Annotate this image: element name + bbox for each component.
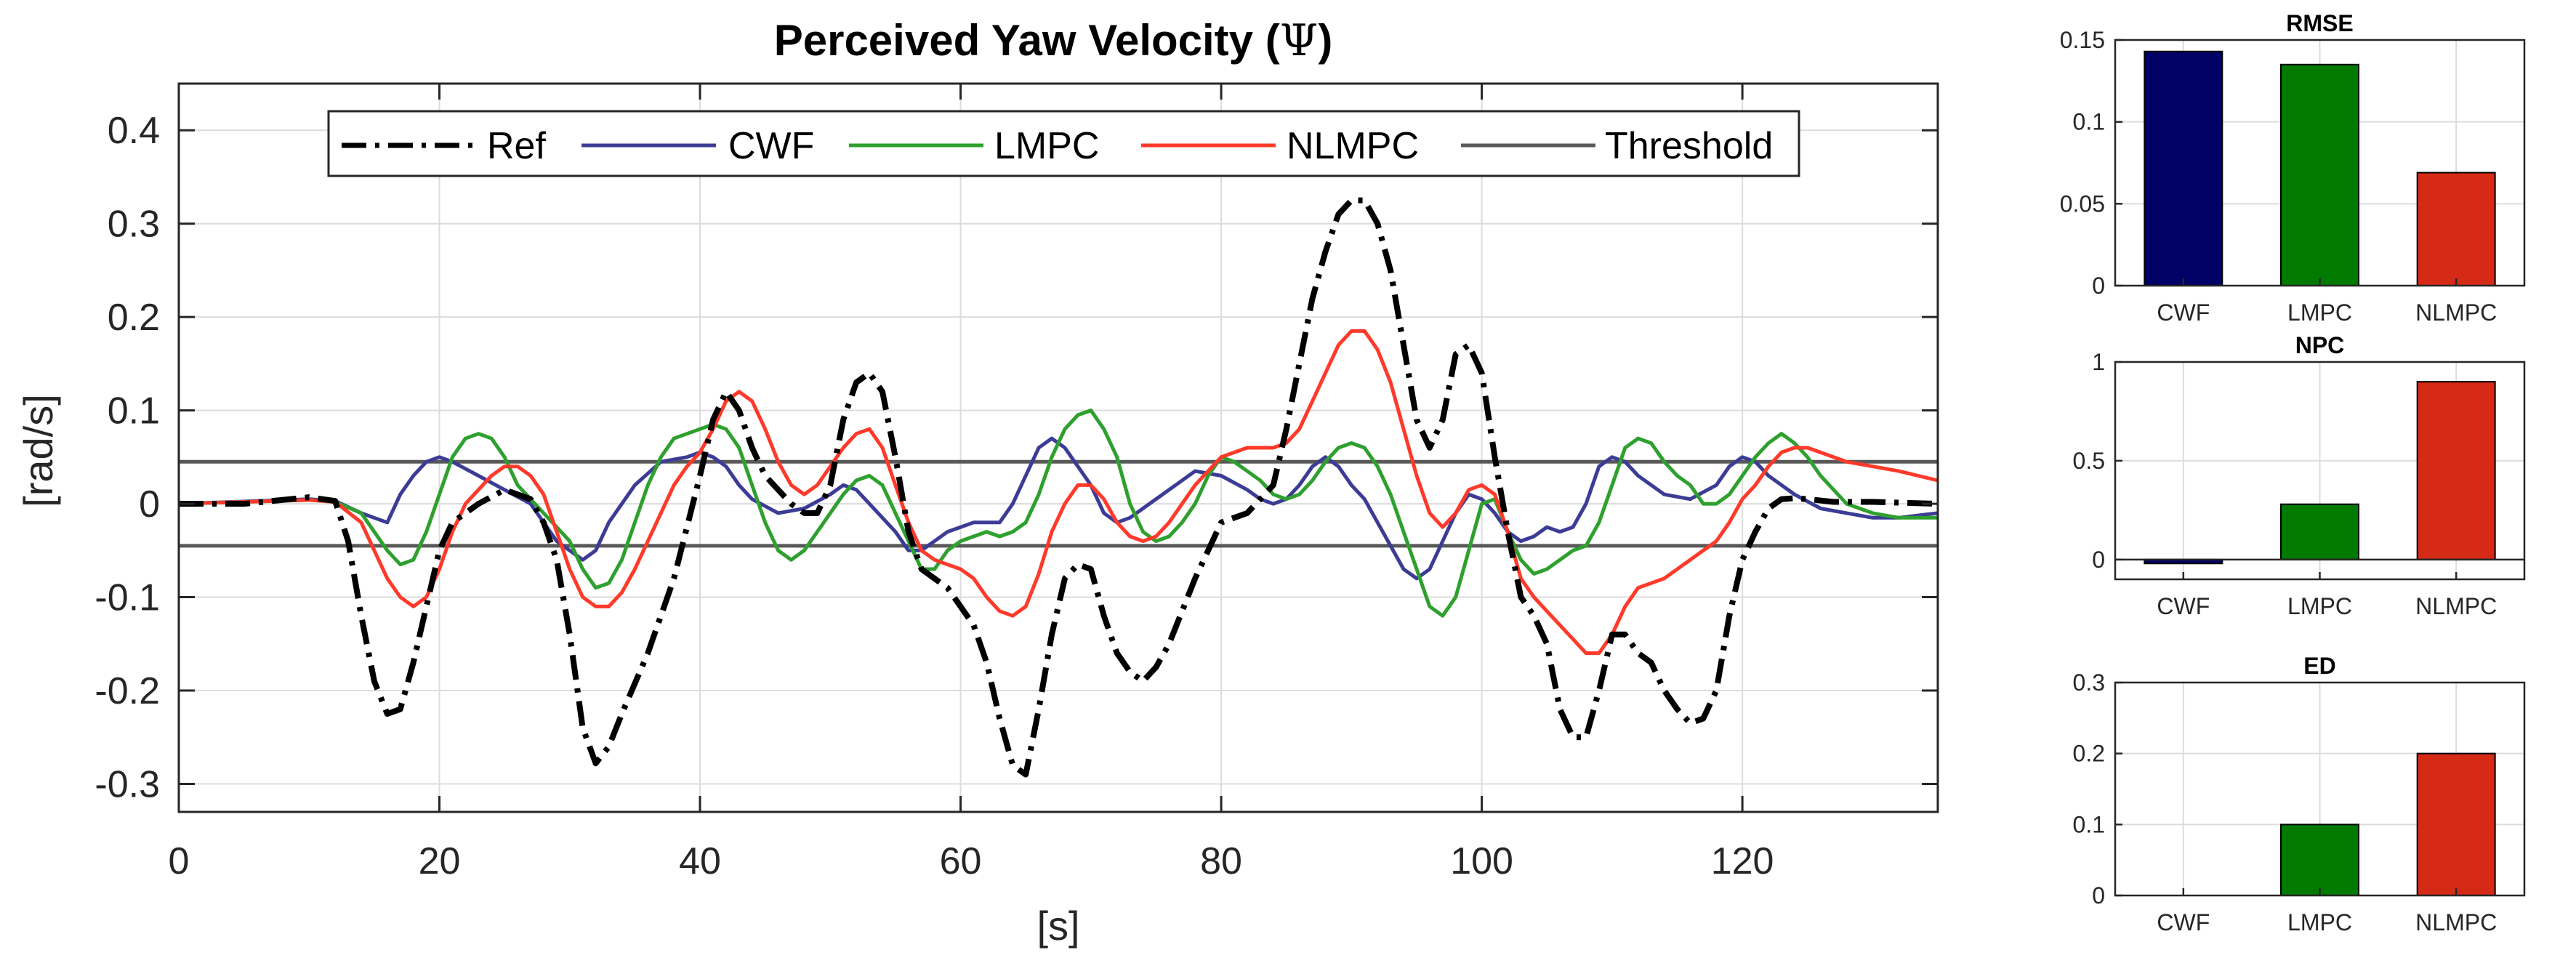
main-x-tick-label: 80 (1200, 840, 1242, 882)
series-line-lmpc (178, 408, 1938, 618)
main-y-axis-label: [rad/s] (15, 394, 61, 507)
npc-bar-chart: 0 0.5 1 CWF LMPC NLMPC NPC (2073, 332, 2526, 619)
rmse-bar-nlmpc (2416, 172, 2496, 286)
legend-label-nlmpc: NLMPC (1287, 125, 1419, 167)
rmse-y-tick-label: 0.1 (2073, 109, 2105, 135)
ed-x-tick-label: LMPC (2287, 909, 2352, 935)
rmse-bar-chart: 0 0.05 0.1 0.15 CWF LMPC NLMPC RMSE (2060, 10, 2526, 326)
rmse-y-tick-label: 0 (2092, 273, 2105, 299)
main-y-ticks: -0.3 -0.2 -0.1 0 0.1 0.2 0.3 0.4 (94, 110, 1938, 805)
rmse-x-tick-label: CWF (2157, 299, 2210, 326)
series-line-cwf (178, 436, 1939, 581)
rmse-x-tick-label: NLMPC (2415, 299, 2497, 326)
npc-y-tick-label: 0.5 (2073, 448, 2105, 474)
main-y-tick-label: 0.1 (108, 390, 160, 432)
ed-y-tick-label: 0 (2092, 882, 2105, 909)
ed-bar-chart: 0 0.1 0.2 0.3 CWF LMPC NLMPC ED (2073, 653, 2526, 935)
ed-y-tick-label: 0.3 (2073, 669, 2105, 696)
main-y-tick-label: -0.3 (94, 763, 160, 805)
ed-y-tick-label: 0.1 (2073, 811, 2105, 837)
series-line-ref (179, 197, 1939, 778)
ed-bar-nlmpc (2416, 752, 2496, 896)
npc-x-tick-label: CWF (2157, 593, 2210, 619)
main-y-tick-label: -0.1 (94, 577, 160, 619)
legend-label-cwf: CWF (728, 125, 814, 167)
main-y-tick-label: 0.4 (108, 110, 160, 152)
ed-title: ED (2303, 653, 2335, 679)
rmse-bar-cwf (2144, 50, 2223, 286)
main-y-tick-label: 0.2 (108, 297, 160, 339)
npc-y-tick-label: 0 (2092, 547, 2105, 573)
main-legend: Ref CWF LMPC NLMPC Threshold (327, 110, 1800, 177)
rmse-y-tick-label: 0.05 (2060, 190, 2105, 217)
main-chart-title: Perceived Yaw Velocity (Ψ) (774, 15, 1333, 66)
npc-x-tick-label: LMPC (2287, 593, 2352, 619)
legend-label-lmpc: LMPC (994, 125, 1099, 167)
main-y-tick-label: 0.3 (108, 204, 160, 246)
main-x-tick-label: 20 (419, 840, 461, 882)
ed-bar-lmpc (2280, 824, 2359, 897)
ed-y-tick-label: 0.2 (2073, 741, 2105, 767)
legend-label-ref: Ref (487, 125, 546, 167)
main-y-tick-label: 0 (139, 483, 160, 526)
main-x-tick-label: 0 (169, 840, 190, 882)
main-x-tick-label: 100 (1450, 840, 1513, 882)
npc-y-tick-label: 1 (2092, 349, 2105, 375)
rmse-title: RMSE (2286, 10, 2353, 36)
ed-x-tick-label: CWF (2157, 909, 2210, 935)
main-x-ticks: 0 20 40 60 80 100 120 (169, 84, 1774, 882)
npc-x-tick-label: NLMPC (2415, 593, 2497, 619)
npc-title: NPC (2295, 332, 2345, 358)
main-plot-border (177, 82, 1939, 813)
main-series-lines (178, 197, 1939, 778)
ed-x-tick-label: NLMPC (2415, 909, 2497, 935)
main-x-axis-label: [s] (1037, 903, 1079, 949)
main-line-chart: Perceived Yaw Velocity (Ψ) 0 20 40 60 80 100 1… (15, 15, 1939, 949)
main-x-tick-label: 40 (679, 840, 721, 882)
rmse-y-tick-label: 0.15 (2060, 27, 2105, 53)
npc-bar-lmpc (2280, 503, 2359, 560)
series-line-nlmpc (178, 329, 1939, 656)
npc-bar-nlmpc (2416, 381, 2496, 560)
main-x-tick-label: 60 (940, 840, 982, 882)
rmse-x-tick-label: LMPC (2287, 299, 2352, 326)
main-y-tick-label: -0.2 (94, 670, 160, 712)
main-x-tick-label: 120 (1711, 840, 1774, 882)
rmse-bar-lmpc (2280, 63, 2359, 287)
threshold-lines (179, 459, 1938, 548)
legend-label-threshold: Threshold (1605, 125, 1773, 167)
